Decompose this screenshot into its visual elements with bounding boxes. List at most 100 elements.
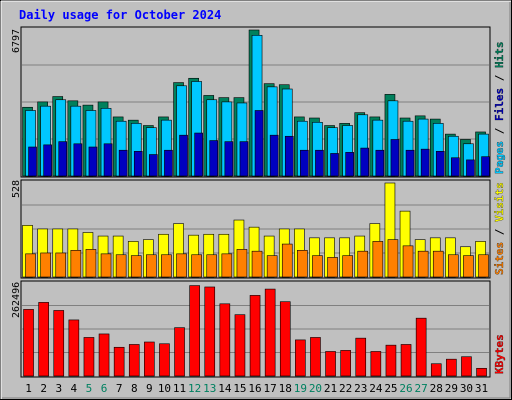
bar-kbytes-day-15 [234,314,246,377]
bar-pages-day-31 [481,156,490,177]
bar-sites-day-17 [266,255,278,278]
bar-kbytes-day-17 [264,288,276,377]
bar-sites-day-2 [40,252,51,278]
bar-pages-day-19 [300,149,309,177]
bar-pages-day-17 [269,134,279,177]
y-max-label-bottom: 262496 [11,282,22,318]
legend-item-sites: Sites [493,242,506,275]
bar-sites-day-5 [85,249,97,278]
bar-sites-day-8 [130,255,142,278]
bar-sites-day-28 [432,250,444,278]
bar-sites-day-9 [146,254,157,278]
bar-kbytes-day-6 [98,333,110,377]
x-tick-label: 9 [146,382,153,395]
x-tick-label: 4 [71,382,78,395]
bar-kbytes-day-2 [38,302,49,377]
y-max-label-top: 6797 [11,29,22,53]
x-tick-label: 23 [354,382,367,395]
x-tick-label: 16 [248,382,261,395]
bar-kbytes-day-27 [415,317,427,377]
bar-pages-day-21 [330,153,339,177]
bar-kbytes-day-11 [174,327,185,377]
bar-pages-day-1 [28,146,37,177]
bar-kbytes-day-5 [83,337,95,377]
bar-kbytes-day-31 [476,367,487,377]
bar-kbytes-day-7 [113,346,125,377]
x-tick-label: 14 [218,382,232,395]
bar-pages-day-18 [284,135,294,177]
bar-pages-day-23 [360,147,370,177]
x-tick-label: 1 [25,382,32,395]
bar-pages-day-10 [164,149,173,177]
bar-sites-day-6 [100,253,112,278]
bar-kbytes-day-13 [204,286,216,377]
bar-sites-day-31 [478,254,489,278]
bar-kbytes-day-25 [385,344,397,377]
x-tick-label: 30 [460,382,473,395]
bar-pages-day-9 [149,154,158,177]
x-tick-label: 15 [233,382,246,395]
legend-0: Pages / Files / Hits [493,42,506,175]
bar-pages-day-22 [345,152,354,177]
legend-item-hits: Hits [493,42,506,69]
bar-pages-day-7 [118,149,128,177]
bar-pages-day-24 [375,149,385,177]
bar-pages-day-8 [133,150,143,177]
bar-sites-day-22 [342,255,353,278]
bar-pages-day-13 [209,140,219,177]
bar-kbytes-day-22 [340,350,351,377]
bar-sites-day-25 [387,239,399,278]
legend-item-visits: Visits [493,182,506,222]
bar-sites-day-30 [463,255,474,278]
x-tick-label: 11 [173,382,186,395]
x-tick-label: 7 [116,382,123,395]
legend-item-kbytes: KBytes [493,334,506,374]
bar-sites-day-11 [176,253,187,278]
bar-sites-day-3 [55,252,67,278]
bar-pages-day-27 [420,148,430,177]
bar-sites-day-21 [327,257,338,278]
x-tick-label: 5 [86,382,93,395]
x-tick-label: 17 [264,382,277,395]
bar-sites-day-23 [357,250,369,278]
bar-sites-day-29 [448,254,459,278]
bar-kbytes-day-16 [249,295,261,377]
bar-sites-day-18 [281,243,293,278]
bar-sites-day-15 [236,249,248,278]
bar-pages-day-2 [43,144,52,177]
x-tick-label: 20 [309,382,322,395]
x-tick-label: 21 [324,382,337,395]
bar-kbytes-day-4 [68,319,80,377]
x-tick-label: 25 [384,382,397,395]
bar-kbytes-day-1 [23,309,34,377]
bar-kbytes-day-24 [370,351,382,377]
x-tick-label: 22 [339,382,352,395]
bar-pages-day-25 [390,139,400,177]
bar-pages-day-16 [254,110,264,177]
x-tick-label: 28 [430,382,443,395]
bar-pages-day-30 [466,159,475,177]
bar-kbytes-day-30 [461,356,472,377]
x-tick-label: 19 [294,382,307,395]
bar-kbytes-day-8 [128,344,140,377]
bar-kbytes-day-10 [159,343,170,377]
legend-item-pages: Pages [493,141,506,174]
chart-title: Daily usage for October 2024 [19,8,221,22]
bar-pages-day-5 [88,146,98,177]
bar-pages-day-11 [179,134,188,177]
bar-kbytes-day-19 [295,339,306,377]
bar-kbytes-day-20 [310,337,321,377]
bar-sites-day-14 [221,253,233,278]
bar-sites-day-16 [251,250,263,278]
bar-pages-day-29 [451,157,460,177]
legend-item-files: Files [493,88,506,121]
bar-pages-day-6 [103,143,113,177]
bar-kbytes-day-23 [355,337,367,377]
bar-sites-day-19 [297,249,308,278]
bar-sites-day-12 [191,254,202,278]
x-tick-label: 10 [158,382,171,395]
bar-kbytes-day-29 [446,358,457,377]
bar-sites-day-13 [206,254,218,278]
bar-sites-day-24 [372,241,384,278]
